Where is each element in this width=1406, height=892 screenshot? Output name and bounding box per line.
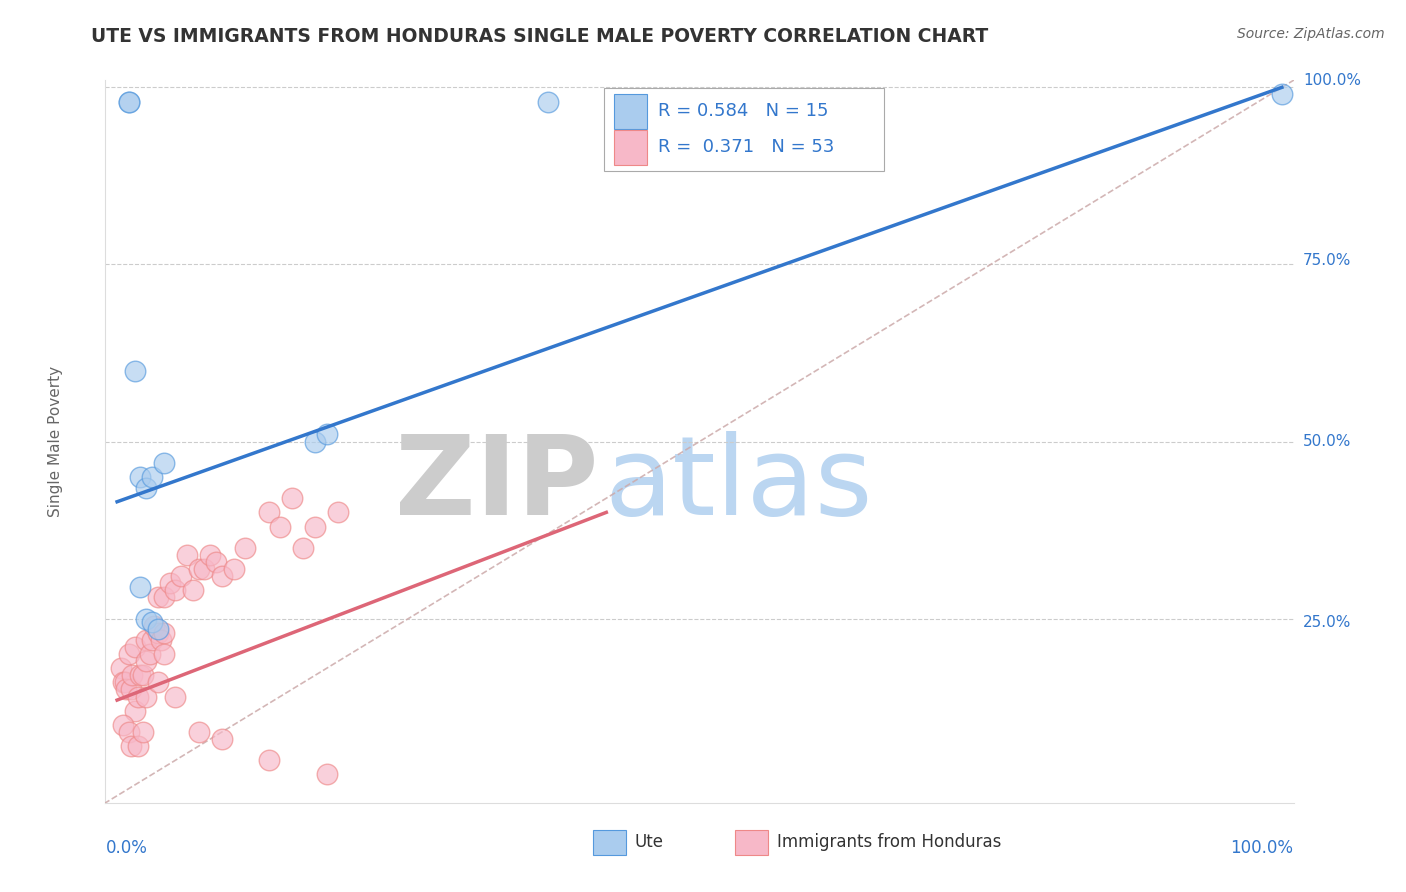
Point (118, 95, 141, 109)
Point (141, 470, 163, 484)
Text: Immigrants from Honduras: Immigrants from Honduras (776, 833, 1001, 851)
FancyBboxPatch shape (614, 94, 647, 128)
Point (129, 580, 152, 594)
Point (304, 434, 326, 449)
Point (181, 583, 204, 598)
Point (129, 668, 152, 682)
Point (114, 675, 136, 690)
Point (135, 690, 157, 704)
Point (315, 427, 337, 442)
Point (152, 647, 174, 661)
Text: atlas: atlas (605, 432, 873, 539)
FancyBboxPatch shape (614, 130, 647, 165)
Point (129, 470, 152, 484)
Point (187, 725, 209, 739)
FancyBboxPatch shape (592, 830, 626, 855)
Point (328, 505, 350, 519)
Point (152, 591, 174, 605)
Point (222, 562, 245, 576)
Text: 100.0%: 100.0% (1303, 73, 1361, 87)
Point (304, 519, 326, 533)
Text: UTE VS IMMIGRANTS FROM HONDURAS SINGLE MALE POVERTY CORRELATION CHART: UTE VS IMMIGRANTS FROM HONDURAS SINGLE M… (91, 27, 988, 45)
Point (127, 739, 149, 753)
Point (176, 548, 198, 562)
FancyBboxPatch shape (735, 830, 769, 855)
Point (257, 505, 280, 519)
Point (146, 625, 169, 640)
Point (118, 647, 141, 661)
Point (170, 569, 193, 583)
Point (141, 632, 163, 647)
Text: Ute: Ute (634, 833, 664, 851)
Point (537, 95, 560, 109)
Text: R = 0.584   N = 15: R = 0.584 N = 15 (658, 103, 828, 120)
Point (135, 654, 157, 668)
Point (124, 640, 146, 654)
Text: ZIP: ZIP (395, 432, 599, 539)
Point (315, 767, 337, 781)
Text: 25.0%: 25.0% (1303, 615, 1351, 630)
Point (146, 591, 169, 605)
Point (118, 95, 141, 109)
Point (110, 661, 132, 675)
Point (115, 682, 138, 697)
Point (165, 583, 187, 598)
Point (211, 569, 233, 583)
Point (211, 732, 233, 747)
Point (138, 647, 160, 661)
Point (124, 704, 146, 718)
Point (143, 618, 166, 632)
Point (111, 675, 134, 690)
Point (187, 562, 209, 576)
Point (193, 562, 215, 576)
Point (233, 541, 256, 555)
Point (200, 548, 222, 562)
Point (121, 668, 143, 682)
Point (132, 725, 155, 739)
Point (111, 718, 134, 732)
FancyBboxPatch shape (605, 87, 883, 170)
Point (118, 725, 141, 739)
Point (120, 682, 142, 697)
Point (281, 491, 304, 506)
Point (269, 519, 291, 533)
Point (135, 632, 157, 647)
Point (124, 364, 146, 378)
Point (150, 632, 173, 647)
Text: R =  0.371   N = 53: R = 0.371 N = 53 (658, 138, 834, 156)
Text: Single Male Poverty: Single Male Poverty (48, 366, 63, 517)
Point (146, 675, 169, 690)
Point (205, 555, 228, 569)
Text: 0.0%: 0.0% (105, 838, 148, 857)
Point (1271, 87, 1294, 102)
Point (257, 753, 280, 767)
Point (152, 625, 174, 640)
Point (146, 622, 169, 636)
Point (152, 456, 174, 470)
Point (120, 739, 142, 753)
Point (135, 612, 157, 626)
Point (159, 576, 181, 591)
Text: Source: ZipAtlas.com: Source: ZipAtlas.com (1237, 27, 1385, 41)
Text: 100.0%: 100.0% (1230, 838, 1294, 857)
Point (127, 690, 149, 704)
Point (141, 615, 163, 630)
Text: 50.0%: 50.0% (1303, 434, 1351, 449)
Point (292, 541, 315, 555)
Text: 75.0%: 75.0% (1303, 253, 1351, 268)
Point (132, 668, 155, 682)
Point (135, 481, 157, 495)
Point (165, 690, 187, 704)
